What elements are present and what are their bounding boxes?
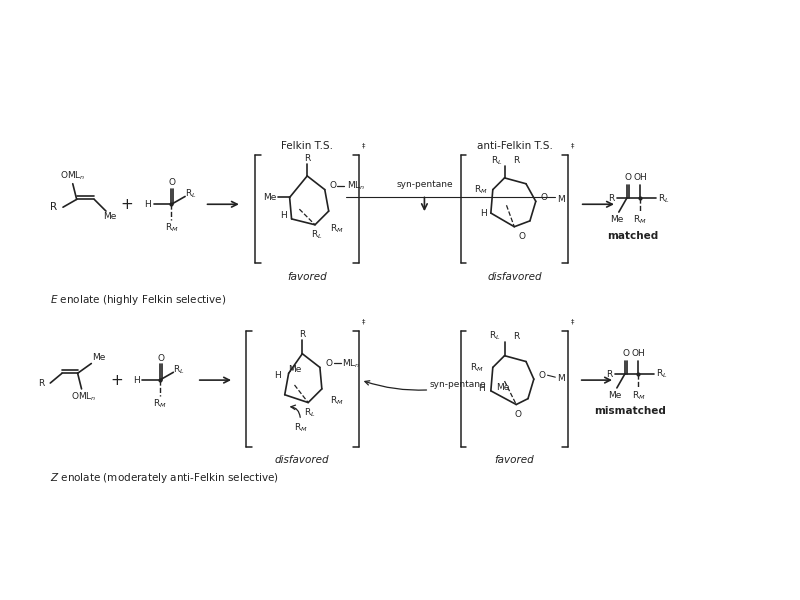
Text: R: R [38, 379, 45, 388]
Text: Me: Me [263, 193, 277, 202]
Text: $^{‡}$: $^{‡}$ [361, 143, 366, 154]
Text: R: R [304, 154, 310, 163]
Text: R$_M$: R$_M$ [330, 394, 343, 407]
Text: Me: Me [93, 353, 106, 362]
Text: H: H [274, 371, 282, 380]
Text: R$_L$: R$_L$ [174, 363, 185, 376]
Text: R$_M$: R$_M$ [470, 361, 484, 374]
Text: syn-pentane: syn-pentane [396, 180, 453, 189]
Text: M: M [558, 195, 565, 204]
Text: syn-pentane: syn-pentane [430, 380, 486, 389]
Text: disfavored: disfavored [275, 455, 330, 465]
Text: favored: favored [287, 272, 327, 281]
Text: OML$_n$: OML$_n$ [70, 391, 96, 403]
Text: H: H [133, 376, 140, 385]
Text: +: + [120, 197, 133, 212]
Text: Me: Me [608, 391, 622, 400]
Text: R$_M$: R$_M$ [330, 223, 343, 235]
Text: R$_L$: R$_L$ [311, 229, 322, 241]
Text: Me: Me [610, 215, 623, 224]
Text: R: R [299, 329, 306, 338]
Text: O: O [325, 359, 332, 368]
Text: R$_L$: R$_L$ [491, 154, 502, 167]
FancyArrowPatch shape [365, 381, 426, 390]
Text: O: O [157, 354, 164, 363]
Text: O: O [514, 410, 522, 419]
Text: $^{‡}$: $^{‡}$ [570, 319, 575, 329]
Text: anti-Felkin T.S.: anti-Felkin T.S. [478, 140, 554, 151]
Text: M: M [558, 374, 565, 383]
Text: R$_L$: R$_L$ [489, 330, 501, 343]
Text: R: R [50, 202, 57, 212]
Text: O: O [329, 181, 336, 190]
Text: R$_L$: R$_L$ [658, 192, 670, 205]
Text: favored: favored [494, 455, 534, 465]
Text: $\it{E}$ enolate (highly Felkin selective): $\it{E}$ enolate (highly Felkin selectiv… [50, 293, 226, 307]
Text: $^{‡}$: $^{‡}$ [570, 143, 575, 154]
Text: R: R [513, 156, 519, 165]
Text: R: R [606, 370, 612, 379]
Text: O: O [518, 232, 526, 241]
Text: O: O [538, 371, 545, 380]
Text: $^{‡}$: $^{‡}$ [361, 319, 366, 329]
Text: OML$_n$: OML$_n$ [60, 170, 86, 182]
Text: R$_M$: R$_M$ [631, 389, 645, 402]
Text: Me: Me [496, 383, 510, 392]
Text: R: R [608, 194, 614, 203]
Text: R$_M$: R$_M$ [294, 422, 307, 434]
Text: +: + [110, 373, 123, 388]
Text: ML$_n$: ML$_n$ [342, 357, 360, 370]
Text: matched: matched [607, 230, 658, 241]
Text: H: H [280, 211, 287, 220]
Text: OH: OH [634, 173, 647, 182]
Text: O: O [540, 193, 547, 202]
Text: disfavored: disfavored [488, 272, 542, 281]
Text: H: H [145, 200, 151, 209]
Text: mismatched: mismatched [594, 406, 666, 416]
Text: $\it{Z}$ enolate (moderately anti-Felkin selective): $\it{Z}$ enolate (moderately anti-Felkin… [50, 471, 279, 485]
Text: R$_M$: R$_M$ [165, 221, 178, 234]
Text: R$_M$: R$_M$ [153, 397, 166, 410]
Text: O: O [622, 349, 629, 358]
Text: R$_L$: R$_L$ [304, 406, 316, 419]
Text: H: H [480, 209, 486, 218]
Text: Me: Me [103, 212, 117, 221]
Text: R$_L$: R$_L$ [656, 368, 667, 380]
Text: R$_M$: R$_M$ [634, 214, 647, 226]
FancyArrowPatch shape [291, 405, 300, 418]
Text: O: O [169, 178, 176, 187]
Text: H: H [478, 385, 485, 394]
Text: OH: OH [631, 349, 646, 358]
Text: R$_L$: R$_L$ [185, 187, 197, 200]
Text: Felkin T.S.: Felkin T.S. [281, 140, 333, 151]
Text: R: R [513, 332, 519, 341]
Text: O: O [624, 173, 631, 182]
Text: ML$_n$: ML$_n$ [347, 179, 366, 192]
Text: R$_M$: R$_M$ [474, 184, 488, 196]
Text: Me: Me [288, 365, 301, 374]
